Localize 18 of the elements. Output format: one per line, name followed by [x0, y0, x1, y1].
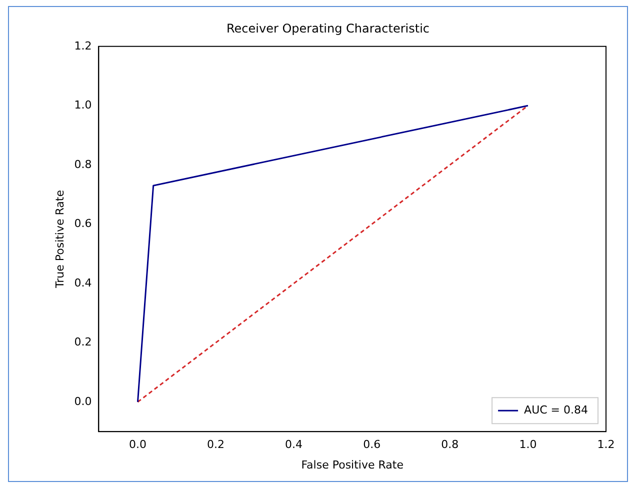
y-tick-label: 1.2	[74, 39, 92, 52]
x-tick-label: 0.0	[128, 438, 146, 452]
y-tick-label: 0.8	[74, 158, 92, 171]
y-tick-label: 0.4	[74, 276, 92, 290]
y-tick-label: 0.6	[74, 217, 92, 230]
x-tick-label: 0.2	[207, 438, 225, 452]
y-tick-label: 0.0	[74, 394, 92, 408]
y-tick-label: 1.0	[74, 98, 92, 112]
chart-title: Receiver Operating Characteristic	[226, 21, 430, 36]
x-tick-label: 0.6	[363, 438, 381, 452]
x-tick-label: 1.2	[597, 438, 615, 452]
x-tick-label: 1.0	[519, 438, 537, 452]
x-axis-title: False Positive Rate	[301, 458, 404, 472]
x-tick-label: 0.4	[285, 438, 303, 452]
legend-label: AUC = 0.84	[524, 403, 588, 416]
x-tick-label: 0.8	[441, 438, 459, 452]
y-axis-title: True Positive Rate	[53, 190, 66, 289]
y-tick-label: 0.2	[74, 336, 92, 349]
